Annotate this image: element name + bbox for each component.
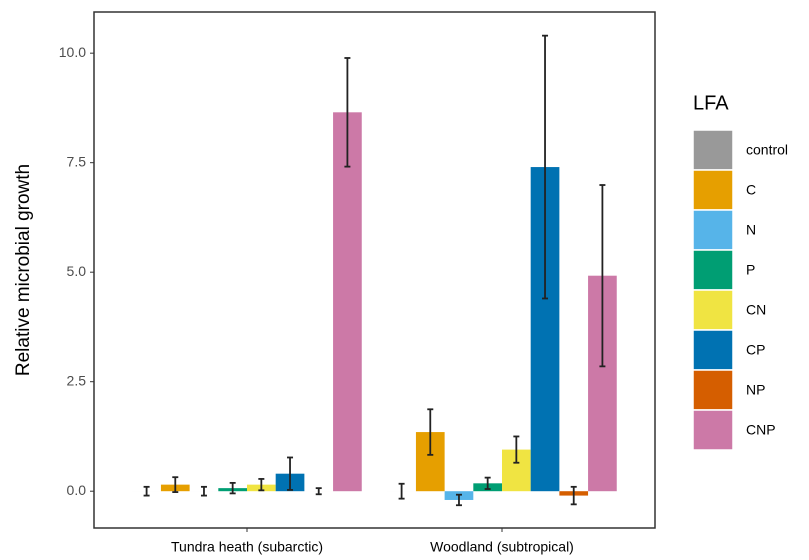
error-bar xyxy=(258,478,265,492)
legend-key xyxy=(692,289,734,331)
x-tick-label: Tundra heath (subarctic) xyxy=(171,539,323,555)
error-bar xyxy=(172,476,179,493)
error-bar xyxy=(513,435,520,464)
legend-key xyxy=(692,209,734,251)
legend-key xyxy=(692,129,734,171)
legend-key xyxy=(692,249,734,291)
error-bar xyxy=(287,456,294,491)
error-bar xyxy=(344,57,351,168)
y-tick-label: 10.0 xyxy=(59,44,86,60)
y-tick-label: 0.0 xyxy=(67,482,87,498)
legend-key xyxy=(692,369,734,411)
error-bar xyxy=(200,485,207,497)
legend-title: LFA xyxy=(693,92,729,114)
error-bar xyxy=(484,476,491,490)
legend-label: control xyxy=(746,142,788,158)
legend-label: NP xyxy=(746,382,765,398)
error-bar xyxy=(315,487,322,496)
error-bar xyxy=(570,485,577,506)
error-bar xyxy=(542,34,549,300)
error-bar xyxy=(398,482,405,500)
legend-label: C xyxy=(746,182,756,198)
bar xyxy=(333,112,362,492)
error-bar xyxy=(229,481,236,495)
legend-label: P xyxy=(746,262,755,278)
legend-label: N xyxy=(746,222,756,238)
error-bar xyxy=(427,408,434,456)
y-axis-label: Relative microbial growth xyxy=(13,164,34,376)
error-bar xyxy=(143,485,150,497)
legend-label: CP xyxy=(746,342,765,358)
error-bar xyxy=(455,493,462,507)
y-tick-label: 2.5 xyxy=(67,372,87,388)
legend-label: CN xyxy=(746,302,766,318)
legend-key xyxy=(692,169,734,211)
error-bar xyxy=(599,184,606,368)
y-tick-label: 5.0 xyxy=(67,263,87,279)
legend-key xyxy=(692,329,734,371)
plot-panel xyxy=(93,11,656,529)
y-tick-label: 7.5 xyxy=(67,153,87,169)
x-tick-label: Woodland (subtropical) xyxy=(430,539,574,555)
legend-label: CNP xyxy=(746,422,776,438)
legend-key xyxy=(692,409,734,451)
